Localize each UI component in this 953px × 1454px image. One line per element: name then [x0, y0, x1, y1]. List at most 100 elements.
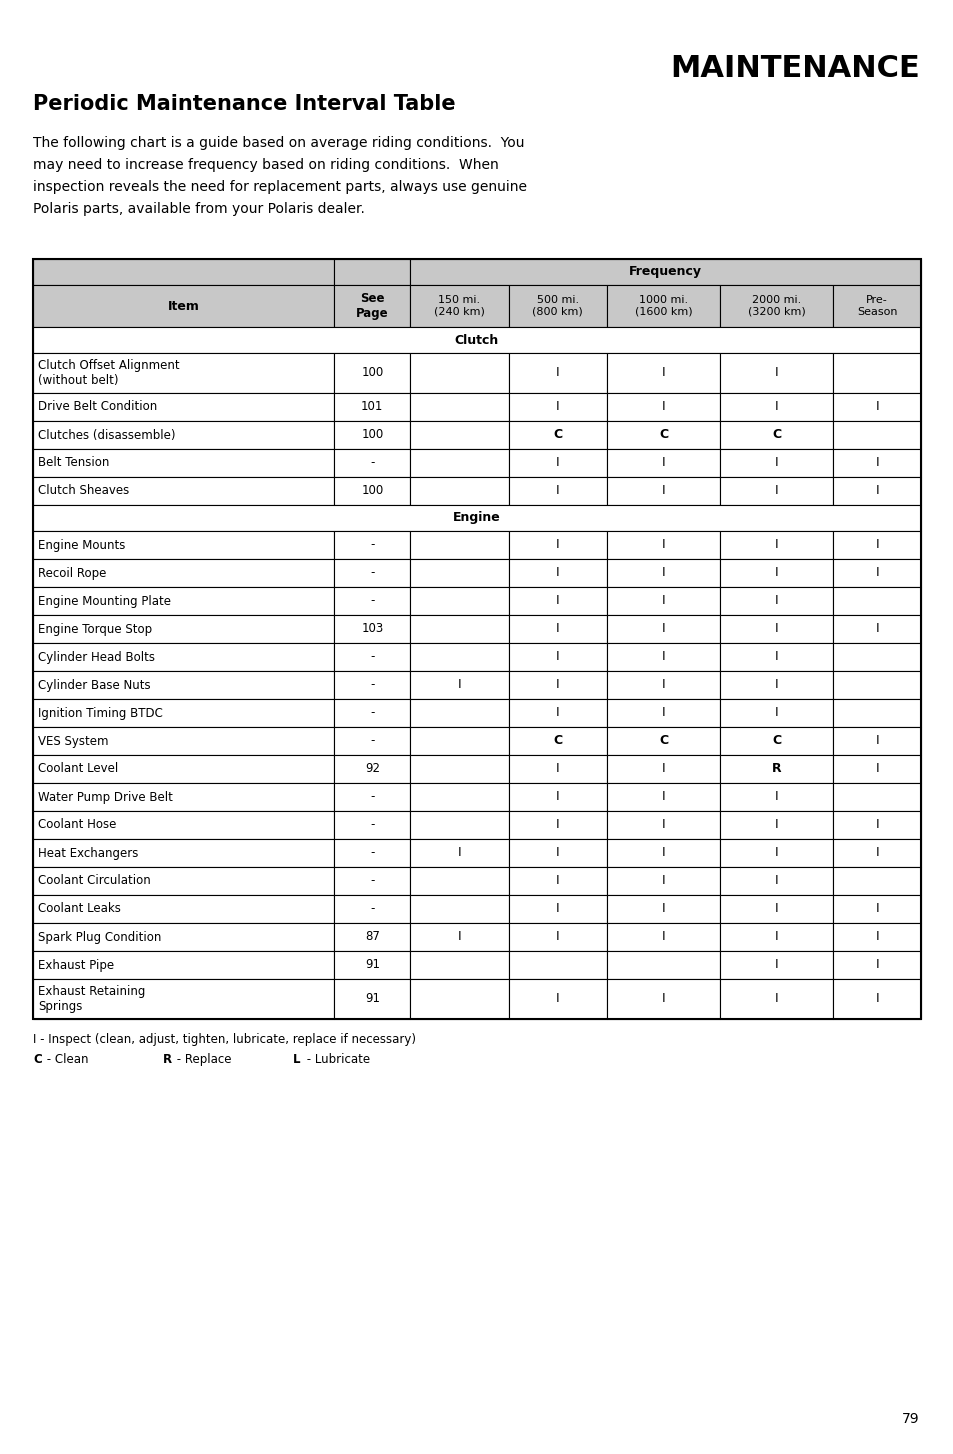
- Bar: [832, 784, 920, 811]
- Text: I: I: [556, 874, 559, 887]
- Bar: [334, 839, 410, 867]
- Bar: [334, 727, 410, 755]
- Text: I: I: [774, 707, 778, 720]
- Bar: [832, 558, 920, 587]
- Bar: [334, 670, 410, 699]
- Bar: [410, 839, 508, 867]
- Text: I: I: [774, 874, 778, 887]
- Bar: [508, 951, 606, 979]
- Bar: [832, 951, 920, 979]
- Bar: [720, 643, 832, 670]
- Text: L: L: [293, 1053, 300, 1066]
- Text: I: I: [661, 791, 664, 804]
- Text: I: I: [556, 457, 559, 470]
- Bar: [720, 784, 832, 811]
- Bar: [33, 285, 334, 327]
- Text: I: I: [661, 538, 664, 551]
- Text: I: I: [661, 622, 664, 635]
- Text: may need to increase frequency based on riding conditions.  When: may need to increase frequency based on …: [33, 158, 498, 172]
- Text: Belt Tension: Belt Tension: [38, 457, 110, 470]
- Bar: [334, 449, 410, 477]
- Bar: [334, 867, 410, 896]
- Text: I - Inspect (clean, adjust, tighten, lubricate, replace if necessary): I - Inspect (clean, adjust, tighten, lub…: [33, 1032, 416, 1045]
- Bar: [508, 811, 606, 839]
- Text: I: I: [875, 457, 878, 470]
- Text: I: I: [875, 819, 878, 832]
- Bar: [410, 755, 508, 784]
- Bar: [508, 643, 606, 670]
- Bar: [33, 643, 334, 670]
- Bar: [720, 558, 832, 587]
- Bar: [410, 558, 508, 587]
- Bar: [832, 353, 920, 393]
- Text: I: I: [661, 874, 664, 887]
- Bar: [720, 923, 832, 951]
- Bar: [334, 477, 410, 505]
- Text: Water Pump Drive Belt: Water Pump Drive Belt: [38, 791, 172, 804]
- Text: I: I: [875, 762, 878, 775]
- Bar: [334, 285, 410, 327]
- Text: I: I: [661, 484, 664, 497]
- Bar: [508, 923, 606, 951]
- Text: I: I: [556, 595, 559, 608]
- Text: I: I: [875, 400, 878, 413]
- Text: - Clean: - Clean: [43, 1053, 89, 1066]
- Text: See
Page: See Page: [355, 292, 388, 320]
- Text: -: -: [370, 707, 375, 720]
- Bar: [410, 422, 508, 449]
- Text: I: I: [774, 538, 778, 551]
- Text: C: C: [659, 734, 667, 747]
- Bar: [33, 615, 334, 643]
- Text: 92: 92: [364, 762, 379, 775]
- Bar: [720, 755, 832, 784]
- Bar: [410, 259, 920, 285]
- Text: Polaris parts, available from your Polaris dealer.: Polaris parts, available from your Polar…: [33, 202, 364, 217]
- Text: I: I: [661, 903, 664, 916]
- Bar: [33, 259, 334, 285]
- Bar: [720, 811, 832, 839]
- Text: I: I: [774, 400, 778, 413]
- Text: -: -: [370, 567, 375, 580]
- Bar: [410, 587, 508, 615]
- Text: I: I: [875, 931, 878, 944]
- Text: I: I: [457, 931, 461, 944]
- Text: -: -: [370, 819, 375, 832]
- Text: I: I: [556, 484, 559, 497]
- Text: I: I: [556, 400, 559, 413]
- Bar: [832, 285, 920, 327]
- Text: I: I: [774, 903, 778, 916]
- Bar: [832, 699, 920, 727]
- Bar: [720, 587, 832, 615]
- Bar: [606, 811, 720, 839]
- Bar: [606, 867, 720, 896]
- Text: R: R: [163, 1053, 172, 1066]
- Bar: [606, 699, 720, 727]
- Text: Engine Mounts: Engine Mounts: [38, 538, 125, 551]
- Text: I: I: [875, 846, 878, 859]
- Text: Engine Mounting Plate: Engine Mounting Plate: [38, 595, 171, 608]
- Bar: [832, 393, 920, 422]
- Text: -: -: [370, 874, 375, 887]
- Bar: [832, 755, 920, 784]
- Text: I: I: [556, 846, 559, 859]
- Bar: [720, 393, 832, 422]
- Text: C: C: [553, 734, 562, 747]
- Text: I: I: [556, 679, 559, 692]
- Bar: [410, 867, 508, 896]
- Text: I: I: [661, 819, 664, 832]
- Bar: [508, 979, 606, 1019]
- Text: I: I: [556, 650, 559, 663]
- Text: Cylinder Head Bolts: Cylinder Head Bolts: [38, 650, 154, 663]
- Bar: [508, 353, 606, 393]
- Text: Clutch Sheaves: Clutch Sheaves: [38, 484, 129, 497]
- Bar: [606, 896, 720, 923]
- Text: C: C: [33, 1053, 42, 1066]
- Bar: [508, 755, 606, 784]
- Text: I: I: [556, 622, 559, 635]
- Bar: [410, 784, 508, 811]
- Bar: [606, 353, 720, 393]
- Bar: [508, 477, 606, 505]
- Bar: [33, 923, 334, 951]
- Text: I: I: [774, 650, 778, 663]
- Bar: [334, 422, 410, 449]
